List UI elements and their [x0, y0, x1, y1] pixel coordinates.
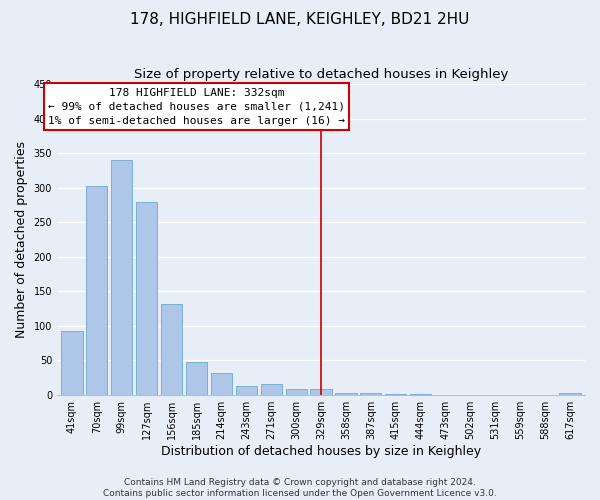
- Bar: [335, 392, 356, 394]
- X-axis label: Distribution of detached houses by size in Keighley: Distribution of detached houses by size …: [161, 444, 481, 458]
- Bar: [260, 384, 282, 394]
- Y-axis label: Number of detached properties: Number of detached properties: [15, 141, 28, 338]
- Bar: [86, 186, 107, 394]
- Bar: [61, 332, 83, 394]
- Bar: [161, 304, 182, 394]
- Bar: [186, 362, 207, 394]
- Bar: [111, 160, 133, 394]
- Bar: [310, 389, 332, 394]
- Text: Contains HM Land Registry data © Crown copyright and database right 2024.
Contai: Contains HM Land Registry data © Crown c…: [103, 478, 497, 498]
- Bar: [236, 386, 257, 394]
- Text: 178 HIGHFIELD LANE: 332sqm
← 99% of detached houses are smaller (1,241)
1% of se: 178 HIGHFIELD LANE: 332sqm ← 99% of deta…: [48, 88, 345, 126]
- Title: Size of property relative to detached houses in Keighley: Size of property relative to detached ho…: [134, 68, 508, 80]
- Text: 178, HIGHFIELD LANE, KEIGHLEY, BD21 2HU: 178, HIGHFIELD LANE, KEIGHLEY, BD21 2HU: [130, 12, 470, 28]
- Bar: [286, 389, 307, 394]
- Bar: [136, 202, 157, 394]
- Bar: [211, 374, 232, 394]
